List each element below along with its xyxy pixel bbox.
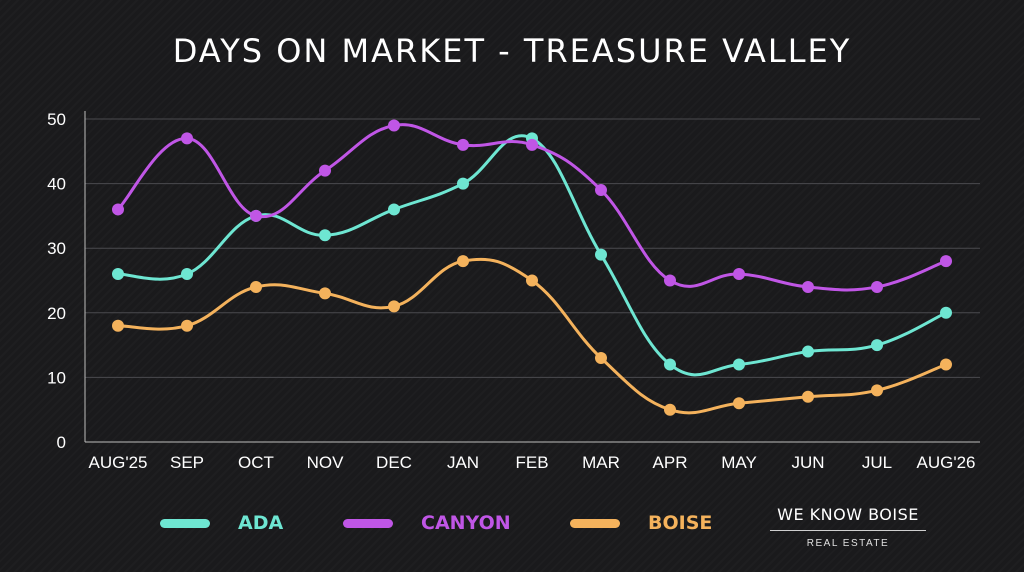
data-point-boise [940, 358, 952, 371]
data-point-canyon [664, 274, 676, 287]
x-tick-label: AUG'26 [917, 453, 976, 472]
data-point-canyon [526, 138, 538, 151]
data-point-canyon [250, 209, 262, 222]
legend: ADA CANYON BOISE [0, 512, 1024, 542]
data-point-boise [181, 319, 193, 332]
x-tick-label: JUL [862, 453, 892, 472]
data-point-boise [802, 390, 814, 403]
x-tick-label: FEB [515, 453, 548, 472]
x-tick-label: NOV [307, 453, 345, 472]
data-point-ada [802, 345, 814, 358]
tick-labels: 0 10 20 30 40 50 AUG'25 SEP OCT NOV DEC JAN FEB MAR AP… [47, 110, 975, 472]
chart-title: DAYS ON MARKET - TREASURE VALLEY [172, 32, 852, 70]
legend-swatch-canyon [343, 518, 393, 528]
data-point-canyon [181, 132, 193, 145]
data-point-ada [181, 268, 193, 281]
legend-swatch-boise [570, 518, 620, 528]
x-tick-label: MAY [721, 453, 757, 472]
legend-swatch-ada [160, 518, 210, 528]
y-tick-label: 10 [47, 368, 66, 387]
data-point-ada [112, 268, 124, 281]
legend-item-ada: ADA [160, 512, 283, 534]
data-point-boise [319, 287, 331, 300]
data-point-boise [457, 255, 469, 268]
data-point-canyon [595, 184, 607, 197]
series-line-ada [116, 134, 948, 377]
y-tick-label: 30 [47, 239, 66, 258]
grid-lines [85, 118, 980, 378]
legend-item-boise: BOISE [570, 512, 712, 534]
data-point-canyon [802, 280, 814, 293]
axes [84, 111, 980, 443]
data-point-boise [526, 274, 538, 287]
data-point-canyon [940, 255, 952, 268]
data-points [112, 119, 952, 416]
data-point-ada [319, 229, 331, 242]
x-tick-label: APR [653, 453, 688, 472]
data-point-boise [250, 280, 262, 293]
data-point-canyon [388, 119, 400, 132]
y-tick-label: 50 [47, 110, 66, 129]
x-tick-label: DEC [376, 453, 412, 472]
y-tick-label: 40 [47, 175, 66, 194]
y-tick-label: 20 [47, 304, 66, 323]
data-point-boise [733, 397, 745, 410]
legend-label-canyon: CANYON [421, 512, 511, 534]
series-lines [116, 123, 948, 415]
data-point-ada [664, 358, 676, 371]
brand-logo: WE KNOW BOISE REAL ESTATE [770, 505, 926, 549]
legend-label-boise: BOISE [648, 512, 713, 534]
data-point-boise [112, 319, 124, 332]
data-point-ada [595, 248, 607, 261]
data-point-ada [388, 203, 400, 216]
data-point-ada [871, 339, 883, 352]
data-point-canyon [733, 268, 745, 281]
x-tick-label: MAR [582, 453, 620, 472]
brand-name: WE KNOW BOISE [770, 505, 926, 531]
x-tick-label: JUN [791, 453, 824, 472]
x-tick-label: JAN [447, 453, 479, 472]
legend-item-canyon: CANYON [343, 512, 511, 534]
brand-subtitle: REAL ESTATE [806, 538, 890, 549]
data-point-ada [733, 358, 745, 371]
data-point-boise [871, 384, 883, 397]
data-point-ada [457, 177, 469, 190]
y-tick-label: 0 [57, 433, 66, 452]
data-point-canyon [871, 280, 883, 293]
legend-label-ada: ADA [238, 512, 284, 534]
x-tick-label: AUG'25 [89, 453, 148, 472]
data-point-canyon [319, 164, 331, 177]
data-point-boise [388, 300, 400, 313]
x-tick-label: OCT [238, 453, 274, 472]
data-point-ada [940, 306, 952, 319]
data-point-canyon [112, 203, 124, 216]
data-point-boise [664, 403, 676, 416]
data-point-boise [595, 352, 607, 365]
data-point-canyon [457, 138, 469, 151]
x-tick-label: SEP [170, 453, 204, 472]
